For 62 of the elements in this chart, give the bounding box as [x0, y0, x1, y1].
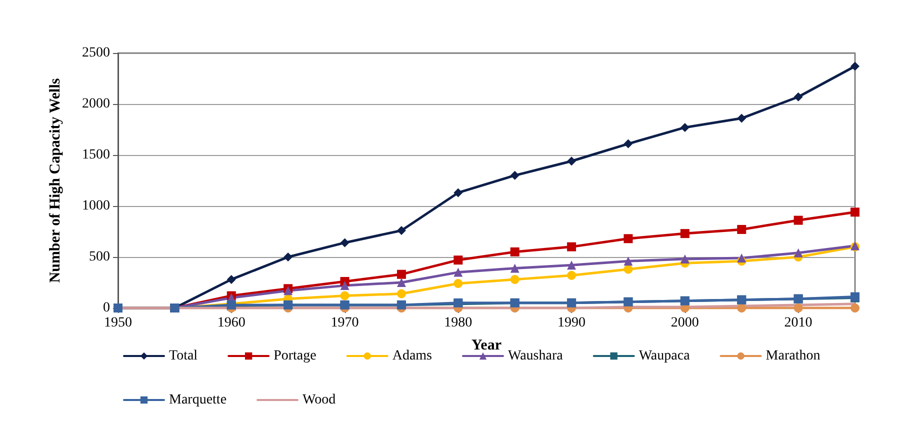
point [510, 247, 520, 256]
point [454, 188, 463, 198]
point [284, 252, 293, 262]
y-tick-label: 0 [103, 300, 110, 316]
point [567, 270, 576, 280]
point [794, 216, 803, 225]
point [396, 226, 406, 235]
point [680, 229, 690, 238]
point [454, 279, 463, 288]
point [567, 260, 576, 270]
point [396, 270, 406, 279]
y-tick-label: 1500 [82, 148, 110, 162]
point [850, 208, 860, 217]
point [737, 254, 746, 263]
point [510, 274, 520, 284]
x-tick-label: 1970 [330, 316, 359, 330]
point [737, 114, 746, 123]
x-axis-title: Year [472, 338, 502, 354]
point [850, 62, 860, 71]
y-tick-label: 2000 [82, 96, 110, 112]
y-tick-label: 2500 [82, 46, 110, 60]
point [226, 274, 236, 284]
y-tick-label: 1000 [82, 198, 110, 214]
x-tick-label: 1980 [444, 316, 472, 330]
point [454, 268, 463, 277]
legend-label: Marathon [766, 348, 820, 364]
point [396, 278, 406, 287]
point [454, 256, 463, 265]
point [624, 256, 633, 266]
point [680, 254, 690, 264]
point [340, 281, 350, 290]
point [396, 289, 406, 298]
x-tick-label: 1950 [104, 316, 132, 330]
x-tick-label: 1990 [558, 316, 586, 330]
legend-label: Adams [392, 348, 432, 364]
point [624, 139, 633, 148]
point [340, 238, 350, 248]
point [510, 170, 520, 180]
legend-label: Total [169, 348, 198, 364]
point [340, 291, 350, 300]
point [567, 242, 576, 252]
point [737, 224, 746, 234]
legend-label: Marquette [169, 392, 227, 408]
x-tick-label: 2000 [670, 316, 699, 330]
point [567, 156, 576, 166]
legend-label: Wood [302, 392, 336, 408]
point [794, 92, 803, 102]
y-tick-label: 500 [89, 250, 110, 264]
x-tick-label: 2010 [784, 316, 812, 330]
point [510, 264, 520, 273]
point [624, 234, 633, 244]
point [850, 304, 860, 312]
y-axis-title: Number of High Capacity Wells [48, 78, 64, 283]
legend-label: Waushara [508, 348, 564, 364]
legend-label: Portage [274, 348, 316, 364]
point [624, 264, 633, 274]
legend-label: Waupaca [638, 348, 691, 364]
point [794, 304, 803, 312]
point [680, 122, 690, 132]
point [794, 248, 803, 258]
point [737, 304, 746, 312]
x-tick-label: 1960 [217, 316, 246, 330]
